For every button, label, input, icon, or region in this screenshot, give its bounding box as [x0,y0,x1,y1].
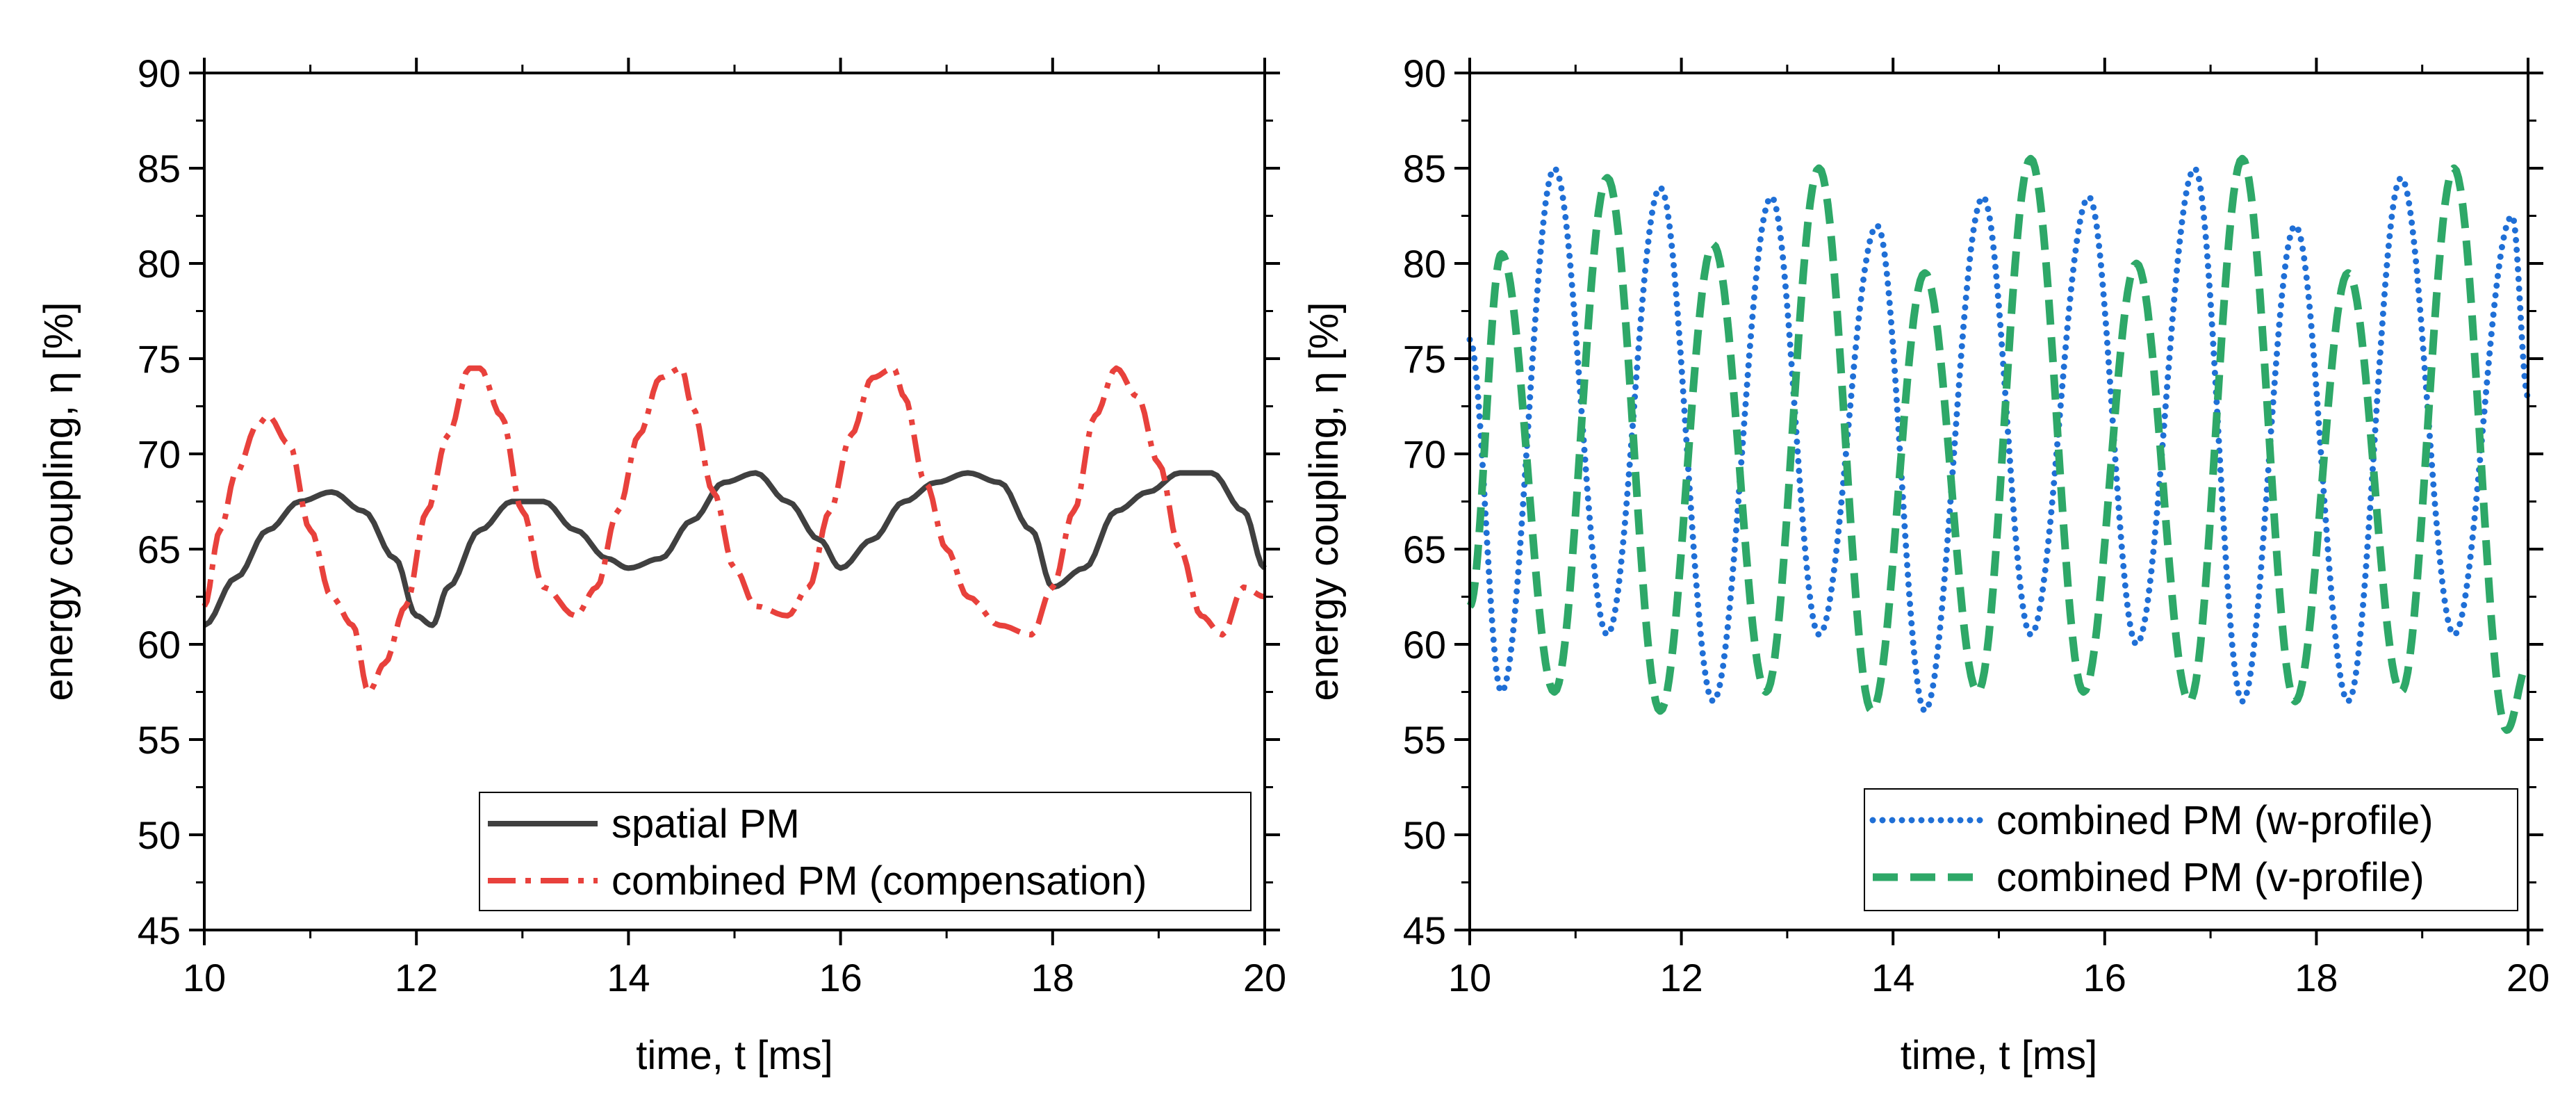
x-tick-label: 16 [819,956,862,1000]
legend-label-combined-pm-compensation: combined PM (compensation) [612,858,1147,904]
y-tick-label: 70 [1403,432,1446,476]
left-chart-panel: 10 12 14 16 18 20 45 50 55 60 65 70 75 80 85 90 time, t… [36,51,1286,1078]
y-tick-label: 60 [1403,623,1446,667]
y-tick-label: 75 [1403,337,1446,381]
y-axis-title: energy coupling, η [%] [36,302,81,701]
y-tick-label: 50 [138,813,181,857]
x-tick-label: 10 [1448,956,1491,1000]
y-tick-label: 70 [138,432,181,476]
legend-box [479,792,1252,911]
y-axis-title: energy coupling, η [%] [1302,302,1347,701]
y-tick-label: 80 [1403,242,1446,286]
x-tick-label: 14 [1871,956,1914,1000]
y-tick-label: 45 [1403,908,1446,952]
y-tick-label: 45 [138,908,181,952]
legend: spatial PM combined PM (compensation) [479,792,1252,911]
y-tick-label: 85 [1403,147,1446,190]
legend-box [1864,788,2518,911]
y-tick-label: 50 [1403,813,1446,857]
x-tick-label: 14 [607,956,650,1000]
y-tick-label: 85 [138,147,181,190]
y-tick-label: 65 [1403,528,1446,571]
y-tick-label: 80 [138,242,181,286]
y-tick-label: 65 [138,528,181,571]
y-tick-label: 90 [1403,51,1446,95]
y-tick-label: 75 [138,337,181,381]
legend-label-spatial-pm: spatial PM [612,801,800,847]
x-tick-label: 16 [2083,956,2126,1000]
series-line-spatial-pm [202,470,1267,628]
x-tick-label: 20 [2507,956,2550,1000]
y-tick-label: 55 [138,718,181,762]
x-tick-label: 12 [1659,956,1703,1000]
legend-label-combined-pm-v-profile: combined PM (v-profile) [1996,855,2425,900]
x-tick-label: 12 [395,956,438,1000]
x-tick-label: 10 [183,956,226,1000]
x-axis-title: time, t [ms] [1901,1033,2098,1078]
right-chart-panel: 10 12 14 16 18 20 45 50 55 60 65 70 75 80 85 90 time, t… [1302,51,2550,1078]
x-tick-label: 20 [1243,956,1286,1000]
series-line-combined-pm-v-profile [1466,154,2532,734]
y-tick-label: 90 [138,51,181,95]
x-axis-title: time, t [ms] [636,1033,833,1078]
legend: combined PM (w-profile) combined PM (v-p… [1864,788,2518,911]
x-tick-label: 18 [1031,956,1074,1000]
y-tick-label: 55 [1403,718,1446,762]
series-line-combined-pm-compensation [202,365,1265,695]
y-tick-label: 60 [138,623,181,667]
legend-label-combined-pm-w-profile: combined PM (w-profile) [1996,798,2434,843]
x-tick-label: 18 [2295,956,2338,1000]
